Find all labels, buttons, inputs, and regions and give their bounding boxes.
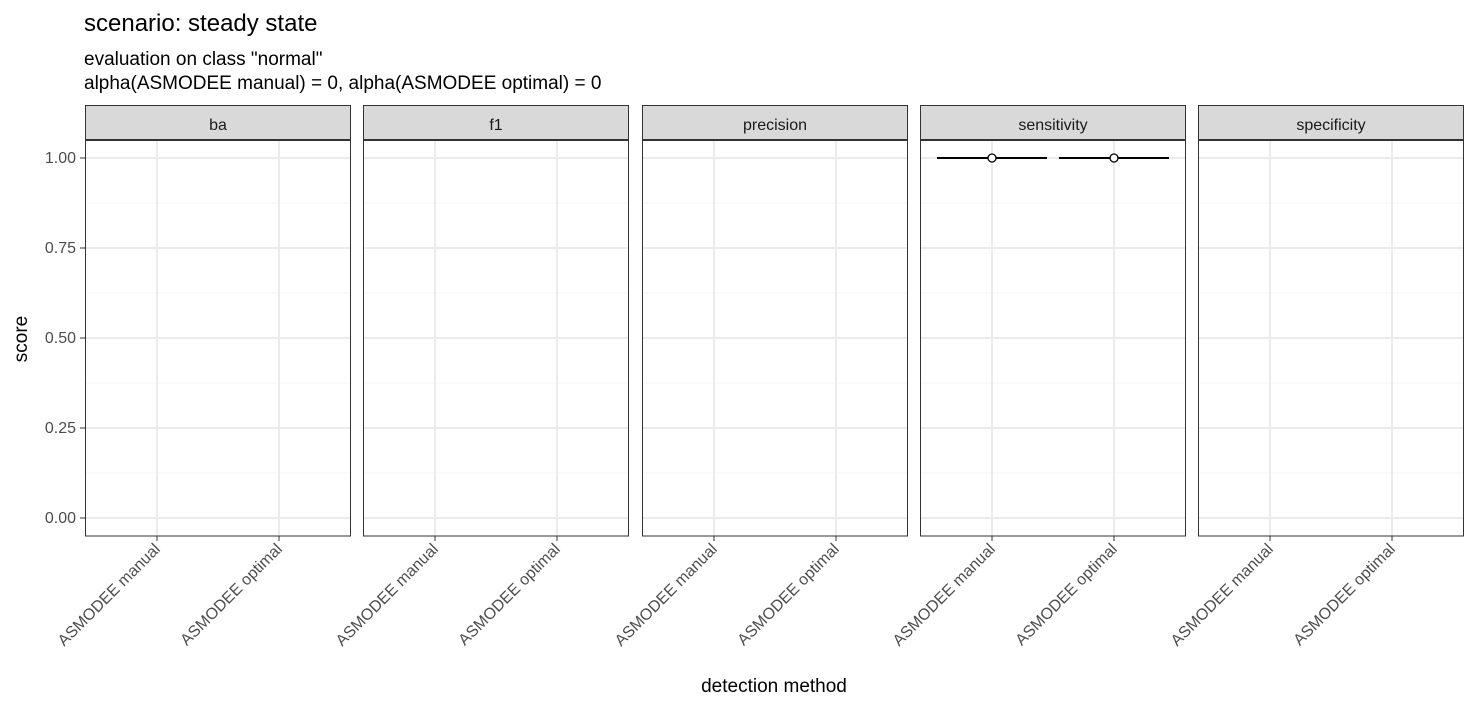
x-tick-label: ASMODEE optimal xyxy=(735,541,843,649)
x-tick-label: ASMODEE optimal xyxy=(1013,541,1121,649)
x-tick-label: ASMODEE manual xyxy=(890,541,999,650)
data-point-asmodee-manual xyxy=(987,153,997,163)
data-point-asmodee-optimal xyxy=(1109,153,1119,163)
y-tick-label: 0.00 xyxy=(45,510,76,527)
facet-strip xyxy=(1198,105,1464,140)
x-tick-label: ASMODEE manual xyxy=(612,541,721,650)
y-tick-label: 1.00 xyxy=(45,150,76,167)
y-axis: 0.00 0.25 0.50 0.75 1.00 xyxy=(45,150,85,527)
x-tick-label: ASMODEE optimal xyxy=(456,541,564,649)
facet-strip-label: ba xyxy=(209,117,227,134)
facet-strip xyxy=(363,105,629,140)
chart-subtitle-line-1: evaluation on class "normal" xyxy=(84,49,322,70)
chart-subtitle-line-2: alpha(ASMODEE manual) = 0, alpha(ASMODEE… xyxy=(84,73,601,94)
y-tick-label: 0.75 xyxy=(45,240,76,257)
facet-strip xyxy=(920,105,1186,140)
facet-f1: f1 ASMODEE manual ASMODEE optimal xyxy=(333,105,629,650)
facet-specificity: specificity ASMODEE manual ASMODEE optimal xyxy=(1168,105,1464,650)
y-tick-label: 0.25 xyxy=(45,420,76,437)
facet-strip-label: specificity xyxy=(1296,117,1365,134)
facet-strip-label: precision xyxy=(743,117,807,134)
facet-sensitivity: sensitivity ASMODEE manual ASMODEE optimal xyxy=(890,105,1186,650)
facet-strip-label: sensitivity xyxy=(1018,117,1087,134)
y-tick-label: 0.50 xyxy=(45,330,76,347)
chart-title: scenario: steady state xyxy=(84,10,317,37)
facet-strip xyxy=(85,105,351,140)
y-axis-label: score xyxy=(11,316,32,362)
x-tick-label: ASMODEE manual xyxy=(1168,541,1277,650)
facet-precision: precision ASMODEE manual ASMODEE optimal xyxy=(612,105,908,650)
x-tick-label: ASMODEE manual xyxy=(55,541,164,650)
x-axis-label: detection method xyxy=(701,676,847,697)
facet-strip-label: f1 xyxy=(489,117,502,134)
x-tick-label: ASMODEE optimal xyxy=(178,541,286,649)
x-tick-label: ASMODEE manual xyxy=(333,541,442,650)
x-tick-label: ASMODEE optimal xyxy=(1291,541,1399,649)
facet-ba: ba ASMODEE manual ASMODEE optimal xyxy=(55,105,351,650)
